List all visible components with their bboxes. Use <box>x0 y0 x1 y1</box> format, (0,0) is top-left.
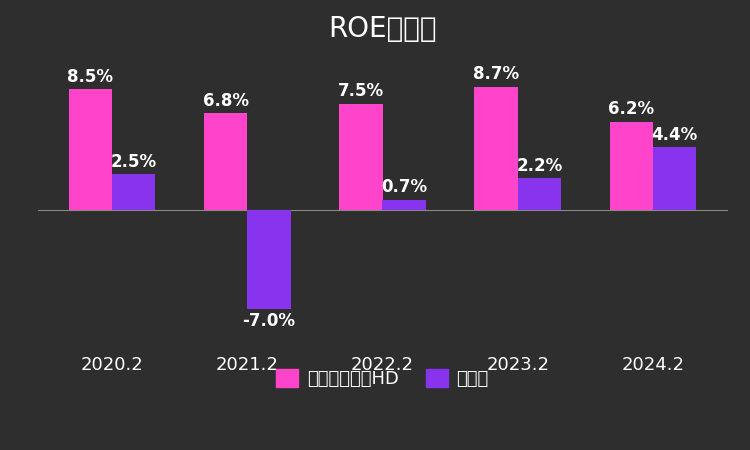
Text: -7.0%: -7.0% <box>242 312 296 330</box>
Bar <box>248 210 290 309</box>
Bar <box>382 200 426 210</box>
Bar <box>69 90 112 210</box>
Text: 7.5%: 7.5% <box>338 82 384 100</box>
Text: 6.2%: 6.2% <box>608 100 654 118</box>
Title: ROEの比較: ROEの比較 <box>328 15 436 43</box>
Text: 8.7%: 8.7% <box>473 65 519 83</box>
Bar <box>339 104 382 210</box>
Bar <box>204 113 248 210</box>
Text: 2.2%: 2.2% <box>516 157 562 175</box>
Text: 0.7%: 0.7% <box>381 178 427 196</box>
Bar <box>610 122 653 210</box>
Bar <box>653 147 696 210</box>
Legend: セブン＆アイHD, イオン: セブン＆アイHD, イオン <box>269 362 496 396</box>
Text: 4.4%: 4.4% <box>652 126 698 144</box>
Bar <box>475 86 518 210</box>
Text: 2.5%: 2.5% <box>111 153 157 171</box>
Text: 8.5%: 8.5% <box>68 68 113 86</box>
Bar <box>518 179 561 210</box>
Bar <box>112 174 155 210</box>
Text: 6.8%: 6.8% <box>202 92 249 110</box>
